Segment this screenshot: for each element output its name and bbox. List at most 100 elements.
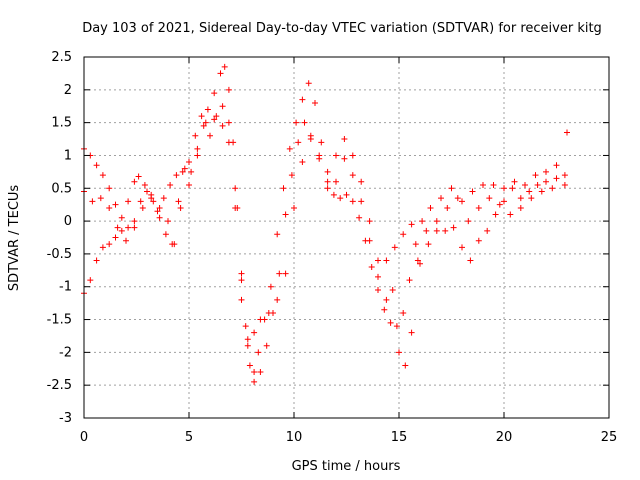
- data-point: [165, 218, 171, 225]
- data-point: [412, 241, 419, 248]
- data-point: [517, 195, 524, 202]
- data-point: [318, 139, 325, 146]
- axes: 0 5 10 15 20 25 -3 -2.5 -2 -1.5 -1 -0.5 0 0.5 1 1.5 2 2.5: [47, 50, 618, 445]
- y-tick-label: 0.5: [51, 181, 72, 196]
- data-point: [135, 173, 142, 180]
- data-point: [383, 257, 390, 264]
- data-point: [99, 244, 106, 251]
- data-point: [251, 369, 258, 376]
- data-point: [333, 152, 339, 159]
- data-point: [238, 277, 245, 284]
- y-tick-label: -2.5: [47, 378, 72, 393]
- data-point: [469, 188, 476, 195]
- data-point: [307, 132, 314, 139]
- x-tick-label: 15: [391, 430, 408, 445]
- data-point: [288, 172, 295, 179]
- data-point: [438, 195, 444, 202]
- data-point: [501, 185, 507, 192]
- data-point: [448, 185, 455, 192]
- data-point: [97, 195, 104, 202]
- data-point: [406, 277, 413, 284]
- data-point: [459, 198, 465, 205]
- data-point: [465, 218, 472, 225]
- data-point: [202, 119, 209, 126]
- data-point: [427, 204, 434, 211]
- data-point: [408, 329, 415, 336]
- data-point: [219, 122, 226, 129]
- data-point: [324, 178, 331, 185]
- data-point: [219, 103, 226, 110]
- data-point: [225, 86, 232, 93]
- y-tick-label: 1: [64, 148, 72, 163]
- data-point: [194, 145, 201, 152]
- data-point: [486, 195, 493, 202]
- data-point: [299, 96, 306, 103]
- data-point: [238, 296, 245, 303]
- data-point: [423, 227, 430, 234]
- y-tick-label: 2.5: [51, 50, 72, 65]
- data-point: [295, 139, 302, 146]
- data-point: [375, 257, 381, 264]
- data-point: [225, 139, 232, 146]
- series-2: [81, 103, 568, 385]
- gridlines: [84, 57, 609, 418]
- data-point: [177, 204, 184, 211]
- data-point: [139, 204, 146, 211]
- data-point: [414, 257, 421, 264]
- data-point: [276, 270, 283, 277]
- data-point: [198, 113, 205, 120]
- data-point: [238, 270, 245, 277]
- data-point: [244, 336, 251, 343]
- data-point: [156, 214, 163, 221]
- data-point: [419, 218, 426, 225]
- data-point: [402, 362, 409, 369]
- data-point: [137, 198, 144, 205]
- data-point: [480, 181, 486, 188]
- data-point: [543, 168, 549, 175]
- data-point: [375, 273, 381, 280]
- data-point: [561, 172, 568, 179]
- data-point: [358, 178, 365, 185]
- data-point: [358, 198, 365, 205]
- data-point: [444, 204, 451, 211]
- series-1: [81, 63, 570, 376]
- x-tick-label: 0: [80, 430, 88, 445]
- data-point: [356, 214, 363, 221]
- data-point: [299, 159, 306, 166]
- data-point: [490, 181, 497, 188]
- data-point: [188, 168, 195, 175]
- data-point: [333, 178, 339, 185]
- chart-title: Day 103 of 2021, Sidereal Day-to-day VTE…: [82, 21, 602, 36]
- data-point: [528, 195, 535, 202]
- data-point: [393, 323, 400, 330]
- data-point: [400, 309, 407, 316]
- data-point: [150, 198, 157, 205]
- data-point: [425, 241, 432, 248]
- data-point: [517, 204, 524, 211]
- data-point: [324, 168, 331, 175]
- data-point: [291, 204, 297, 211]
- data-point: [131, 224, 138, 231]
- data-point: [475, 204, 482, 211]
- data-point: [160, 195, 167, 202]
- data-point: [507, 211, 514, 218]
- data-point: [131, 218, 138, 225]
- data-point: [93, 162, 100, 169]
- data-point: [257, 316, 264, 323]
- data-point: [232, 185, 239, 192]
- data-point: [389, 287, 396, 294]
- data-point: [522, 181, 528, 188]
- data-point: [186, 181, 192, 188]
- data-point: [204, 106, 211, 113]
- x-tick-label: 20: [496, 430, 513, 445]
- data-point: [217, 70, 224, 77]
- data-point: [501, 198, 507, 205]
- data-point: [553, 162, 560, 169]
- x-axis-label: GPS time / hours: [292, 459, 401, 474]
- data-point: [301, 119, 308, 126]
- data-point: [459, 244, 465, 251]
- data-point: [186, 159, 192, 166]
- data-point: [282, 211, 289, 218]
- data-point: [131, 178, 138, 185]
